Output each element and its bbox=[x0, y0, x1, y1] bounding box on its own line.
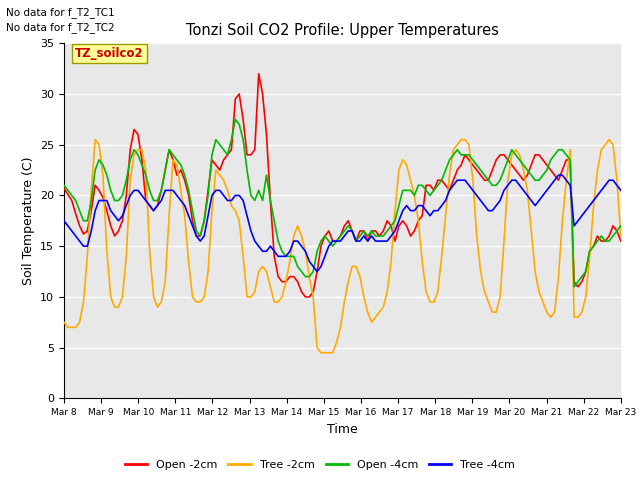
X-axis label: Time: Time bbox=[327, 423, 358, 436]
Text: TZ_soilco2: TZ_soilco2 bbox=[75, 48, 144, 60]
Text: No data for f_T2_TC2: No data for f_T2_TC2 bbox=[6, 22, 115, 33]
Title: Tonzi Soil CO2 Profile: Upper Temperatures: Tonzi Soil CO2 Profile: Upper Temperatur… bbox=[186, 23, 499, 38]
Text: No data for f_T2_TC1: No data for f_T2_TC1 bbox=[6, 7, 115, 18]
Legend: Open -2cm, Tree -2cm, Open -4cm, Tree -4cm: Open -2cm, Tree -2cm, Open -4cm, Tree -4… bbox=[120, 456, 520, 474]
Y-axis label: Soil Temperature (C): Soil Temperature (C) bbox=[22, 156, 35, 285]
